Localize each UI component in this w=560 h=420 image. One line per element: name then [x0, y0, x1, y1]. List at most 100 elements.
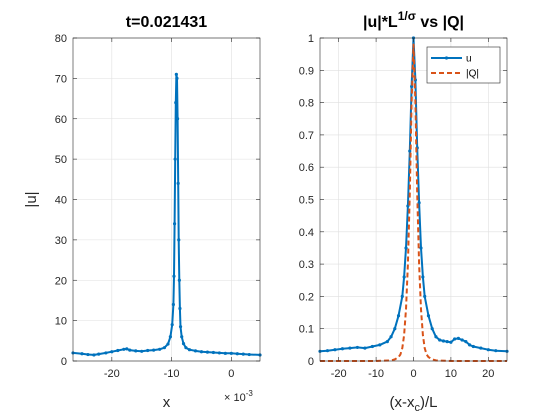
y-tick-label: 10	[55, 316, 67, 328]
data-point	[441, 339, 446, 343]
data-point	[223, 351, 227, 355]
data-point	[180, 335, 184, 339]
data-point	[423, 294, 427, 298]
y-tick-label: 0.1	[299, 324, 314, 336]
data-point	[175, 76, 179, 80]
data-point	[176, 181, 180, 185]
x-tick-label: -10	[164, 368, 180, 380]
data-point	[205, 350, 210, 354]
data-point	[396, 314, 401, 318]
data-point	[116, 348, 120, 353]
data-point	[211, 350, 215, 355]
data-point	[419, 246, 423, 250]
legend: u |Q|	[426, 46, 501, 84]
data-point	[241, 352, 245, 356]
data-point	[486, 348, 490, 352]
x-tick-label: -20	[104, 368, 120, 380]
data-point	[325, 349, 330, 353]
data-point	[177, 278, 181, 282]
y-tick-label: 0	[61, 356, 67, 368]
y-tick-label: 60	[55, 114, 67, 126]
x-tick-label: 20	[482, 368, 494, 380]
data-point	[140, 349, 144, 353]
y-tick-label: 70	[55, 73, 67, 85]
right-xlabel: (x-xc)/L	[389, 394, 437, 414]
data-point	[464, 340, 468, 344]
data-point	[181, 342, 186, 346]
left-series-layer	[71, 72, 262, 357]
x-tick-label: 0	[410, 368, 416, 380]
data-point	[80, 352, 84, 356]
y-tick-label: 0.3	[299, 259, 314, 271]
data-point	[247, 352, 251, 357]
data-point	[128, 348, 132, 352]
data-point	[389, 335, 393, 339]
data-point	[174, 101, 178, 105]
data-point	[171, 302, 175, 307]
data-point	[174, 72, 178, 76]
data-point	[494, 349, 498, 353]
data-point	[460, 338, 464, 342]
data-point	[199, 350, 204, 354]
data-point	[178, 306, 182, 311]
data-point	[229, 351, 233, 355]
left-title: t=0.021431	[126, 14, 208, 31]
data-point	[110, 350, 114, 354]
data-point	[378, 343, 382, 347]
data-point	[363, 346, 367, 350]
legend-q-label: |Q|	[466, 69, 479, 80]
y-tick-label: 30	[55, 235, 67, 247]
data-point	[410, 84, 414, 89]
data-point	[434, 335, 438, 339]
left-xlabel: x	[163, 394, 171, 411]
data-point	[333, 348, 337, 352]
data-point	[430, 327, 434, 331]
data-point	[408, 149, 412, 153]
y-tick-label: 50	[55, 154, 67, 166]
data-point	[385, 340, 389, 344]
y-tick-label: 0.5	[299, 195, 314, 207]
data-point	[404, 246, 408, 250]
data-point	[393, 327, 397, 331]
right-ticks: -20 -10 0 10 20 0 0.1 0.2 0.3 0.4 0.5 0.6 0.7 0.8 0.9 1	[299, 33, 507, 380]
data-point	[178, 325, 183, 329]
left-grid	[73, 37, 260, 362]
data-point	[177, 238, 181, 242]
y-tick-label: 0.7	[299, 130, 314, 142]
data-point	[235, 352, 239, 356]
data-point	[86, 352, 90, 357]
data-point	[97, 352, 101, 356]
data-point	[355, 345, 359, 350]
data-point	[193, 349, 198, 353]
y-tick-label: 80	[55, 33, 67, 45]
data-point	[170, 323, 174, 327]
data-point	[104, 351, 108, 355]
x-tick-label: -10	[368, 368, 384, 380]
data-point	[479, 346, 483, 350]
data-point	[92, 353, 96, 357]
data-point	[348, 346, 352, 350]
y-tick-label: 0.8	[299, 98, 314, 110]
data-point	[400, 294, 404, 298]
data-point	[453, 337, 457, 341]
x-tick-label: -20	[331, 368, 347, 380]
data-point	[438, 338, 442, 342]
y-tick-label: 0.2	[299, 291, 314, 303]
data-point	[449, 340, 453, 344]
data-point	[168, 335, 172, 339]
data-point	[173, 157, 177, 161]
data-point	[134, 349, 138, 353]
left-x-exponent: × 10-3	[224, 389, 253, 404]
x-tick-label: 10	[445, 368, 457, 380]
data-point	[172, 274, 176, 278]
data-point	[468, 343, 472, 347]
data-point	[402, 275, 406, 279]
x-tick-label: 0	[228, 368, 234, 380]
y-tick-label: 20	[55, 275, 67, 287]
data-point	[175, 117, 180, 121]
data-point	[125, 347, 129, 351]
data-point	[340, 347, 345, 351]
series-line-q	[320, 43, 507, 362]
y-tick-label: 0	[308, 356, 314, 368]
data-point	[445, 340, 449, 344]
